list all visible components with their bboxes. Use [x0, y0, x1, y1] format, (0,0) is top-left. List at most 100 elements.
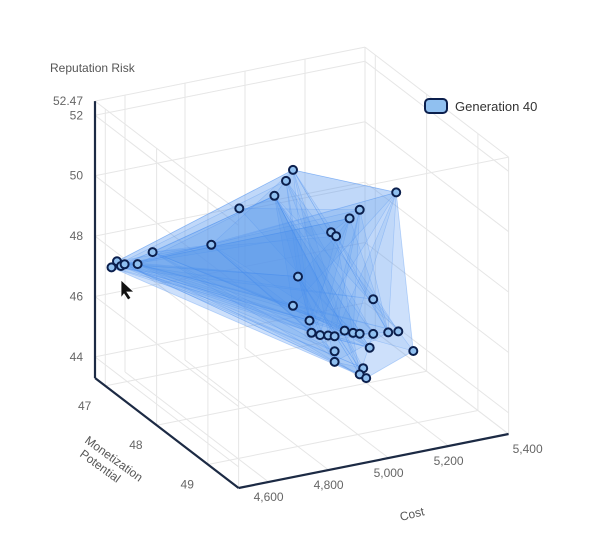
- grid-line-z-right-1: [364, 242, 509, 353]
- grid-line-x-floor-0: [124, 371, 269, 483]
- hull-face: [137, 263, 312, 334]
- grid-line-z-back-3: [94, 121, 366, 177]
- grid-line-z-left-4: [94, 114, 239, 226]
- hull-face: [292, 169, 397, 334]
- data-point: [344, 213, 355, 224]
- data-point: [393, 326, 404, 337]
- data-point: [368, 294, 379, 305]
- hull-face: [111, 218, 350, 268]
- hull-face: [274, 195, 370, 348]
- grid-line-z-left-3: [94, 175, 239, 287]
- grid-line-z-back-1: [94, 242, 366, 297]
- x-axis-title: Cost: [398, 504, 426, 524]
- legend-label: Generation 40: [455, 99, 537, 114]
- hull-face: [285, 180, 310, 321]
- hull-face: [137, 263, 361, 376]
- grid-line-z-left-0: [94, 356, 239, 468]
- grid-line-z-right-2: [364, 181, 509, 293]
- y-axis-line: [94, 377, 240, 489]
- y-tick-label: 47: [78, 399, 92, 413]
- data-point: [408, 346, 419, 356]
- hull-face: [120, 265, 345, 331]
- hull-face: [120, 217, 351, 321]
- data-point: [306, 327, 317, 338]
- data-point: [331, 231, 342, 242]
- data-point: [119, 259, 130, 270]
- hull-face: [211, 244, 312, 334]
- grid-line-x-floor-1: [184, 359, 329, 471]
- data-point: [361, 373, 372, 384]
- grid-line-x-floor-2: [244, 347, 389, 459]
- hull-face: [297, 235, 360, 375]
- y-tick-label: 48: [129, 438, 143, 452]
- hull-face: [120, 195, 364, 369]
- grid-line-z-back-4: [94, 60, 366, 116]
- z-tick-label: 46: [70, 290, 84, 304]
- grid-line-x-floor-4: [364, 323, 509, 435]
- data-point: [269, 190, 280, 201]
- data-points: [106, 164, 419, 384]
- data-point: [147, 247, 158, 258]
- z-tick-label: 52: [70, 108, 84, 122]
- hull-face: [238, 208, 361, 334]
- data-point: [368, 328, 379, 339]
- grid-line-x-floor-3: [304, 335, 449, 447]
- grid-line-y-floor-0: [105, 331, 376, 387]
- hull-face: [151, 195, 346, 332]
- legend: Generation 40: [424, 98, 537, 114]
- hull-face: [123, 209, 361, 337]
- data-point: [354, 204, 365, 215]
- hull-face: [285, 180, 374, 376]
- x-axis-line: [238, 432, 509, 490]
- grid-line-edge-5: [238, 156, 509, 212]
- data-point: [315, 330, 326, 341]
- x-tick-label: 4,600: [254, 490, 284, 504]
- grid-line-edge-3: [94, 100, 239, 212]
- data-point: [329, 346, 340, 357]
- data-point: [288, 164, 298, 175]
- z-tick-label: 48: [70, 229, 84, 243]
- data-point: [293, 271, 303, 282]
- hull-face: [120, 265, 370, 348]
- hull-face: [124, 264, 368, 379]
- hull-face: [111, 244, 212, 268]
- x-tick-label: 5,000: [374, 466, 404, 480]
- hull-face: [151, 195, 346, 332]
- grid-line-z-right-3: [364, 121, 509, 233]
- x-tick-label: 5,200: [434, 454, 464, 468]
- hull-face: [274, 195, 371, 349]
- data-point: [391, 187, 402, 198]
- hull-face: [137, 263, 399, 332]
- z-axis-title: Reputation Risk: [50, 61, 136, 75]
- data-point: [329, 356, 340, 367]
- x-tick-label: 4,800: [314, 478, 344, 492]
- data-point: [234, 203, 245, 214]
- grid-line-z-left-2: [94, 235, 239, 347]
- z-tick-label: 52.47: [53, 94, 83, 108]
- grid-line-z-left-1: [94, 296, 239, 407]
- data-point: [304, 315, 315, 326]
- hull-face: [292, 169, 389, 363]
- z-tick-label: 44: [70, 350, 84, 364]
- data-point: [106, 262, 117, 273]
- data-point: [132, 259, 143, 270]
- data-point: [383, 327, 394, 338]
- grid-line-z-right-0: [364, 302, 509, 414]
- hull-face: [152, 251, 335, 363]
- legend-swatch: [424, 98, 448, 114]
- data-point: [281, 175, 291, 186]
- data-point: [339, 325, 350, 336]
- grid-line-z-back-0: [94, 302, 366, 358]
- data-point: [354, 328, 365, 339]
- hull-face: [210, 169, 346, 332]
- x-tick-label: 5,400: [513, 442, 543, 456]
- cursor-arrow-icon: [120, 279, 136, 301]
- hull-face: [136, 195, 374, 335]
- y-tick-label: 49: [181, 478, 195, 492]
- grid-line-y-floor-2: [207, 410, 478, 465]
- grid-lines: [94, 46, 510, 489]
- hull-face: [136, 191, 398, 307]
- hull-face: [297, 276, 371, 349]
